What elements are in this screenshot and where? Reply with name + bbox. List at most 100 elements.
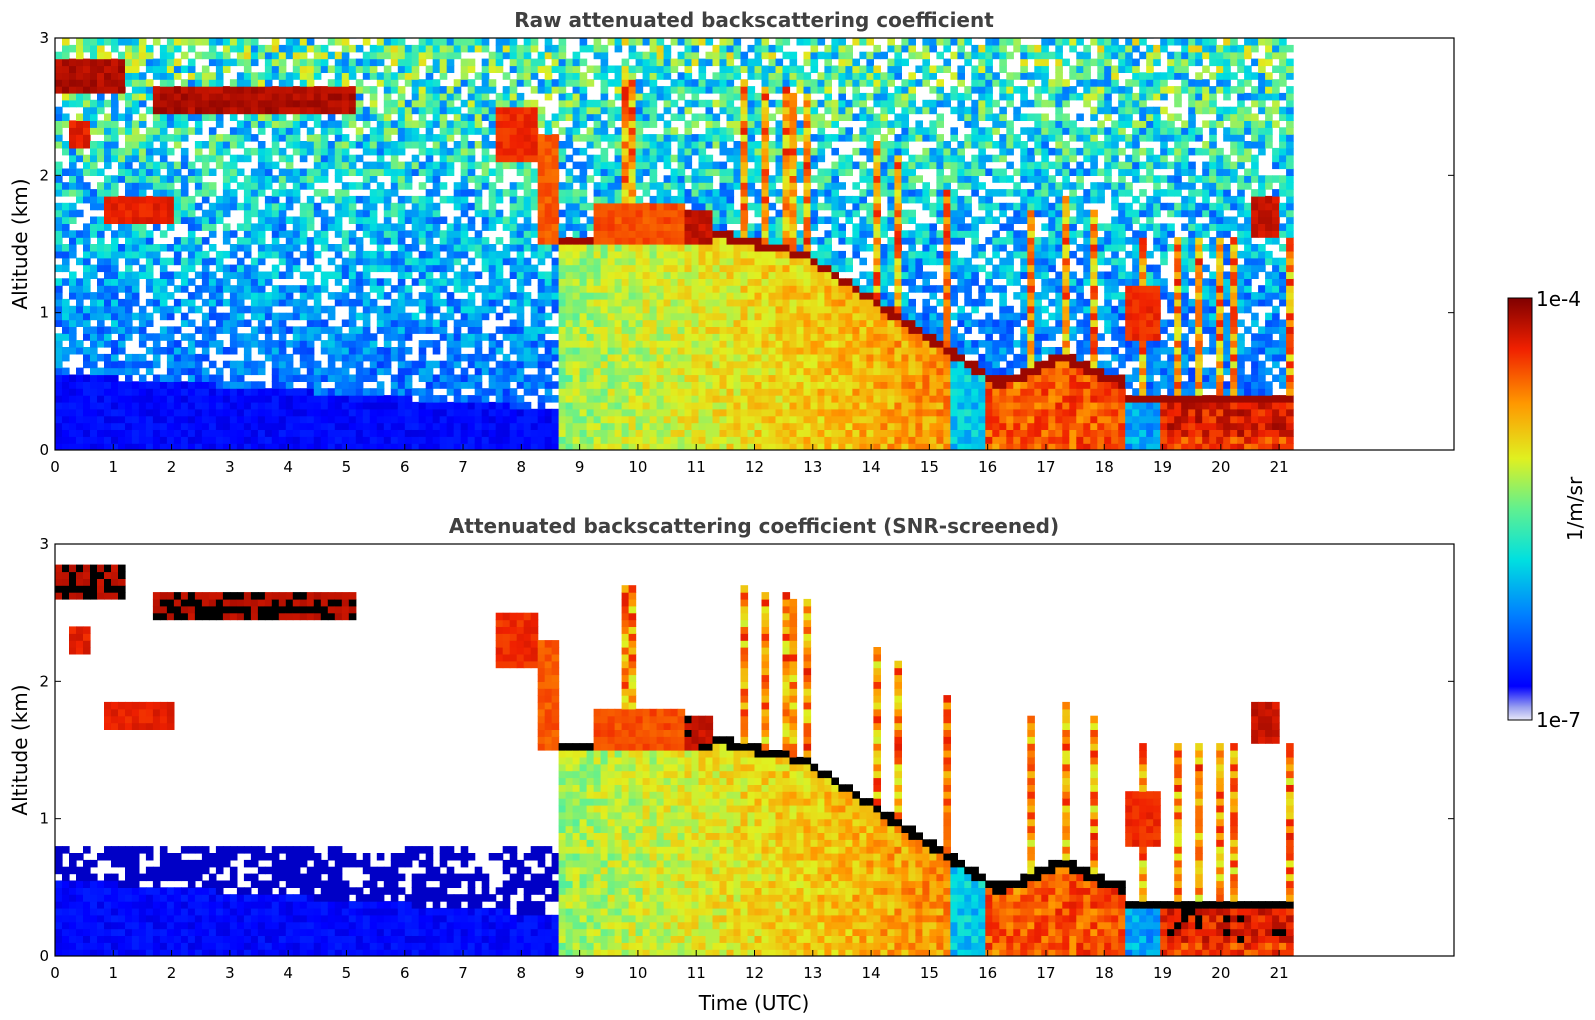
top-heatmap-cell [558,326,567,334]
top-heatmap-cell [159,113,168,121]
top-heatmap-cell [271,292,280,300]
top-heatmap-cell [558,401,567,410]
top-heatmap-cell [600,395,609,403]
top-heatmap-cell [418,271,427,279]
top-heatmap-cell [215,298,224,307]
top-heatmap-cell [509,292,518,300]
top-heatmap-cell [565,326,574,334]
top-heatmap-cell [355,326,364,334]
top-heatmap-cell [369,436,378,444]
top-heatmap-cell [215,367,224,376]
top-heatmap-cell [222,264,231,273]
top-heatmap-cell [348,415,357,424]
top-heatmap-cell [614,401,623,410]
top-heatmap-cell [684,154,693,163]
top-heatmap-cell [530,374,539,382]
top-heatmap-cell [586,347,595,355]
top-heatmap-cell [642,415,651,424]
top-heatmap-cell [677,395,686,403]
top-heatmap-cell [656,360,665,369]
top-heatmap-cell [55,189,63,197]
top-heatmap-cell [111,264,119,273]
top-heatmap-cell [145,65,154,73]
top-heatmap-cell [439,415,448,424]
top-heatmap-cell [111,429,119,437]
top-heatmap-cell [621,86,630,94]
top-heatmap-cell [565,106,574,115]
top-heatmap-cell [733,319,742,327]
top-heatmap-cell [313,154,322,163]
top-heatmap-cell [537,360,546,369]
top-heatmap-cell [292,51,301,60]
top-heatmap-cell [166,333,175,341]
top-heatmap-cell [537,340,546,348]
top-heatmap-cell [642,340,651,348]
top-heatmap-cell [411,44,420,53]
top-heatmap-cell [733,381,742,389]
top-heatmap-cell [159,395,168,403]
top-heatmap-cell [180,38,189,46]
top-heatmap-cell [726,257,735,266]
top-heatmap-cell [271,209,280,218]
top-heatmap-cell [166,292,175,300]
top-heatmap-cell [271,264,280,273]
top-heatmap-cell [243,401,252,410]
top-heatmap-cell [579,360,588,369]
top-heatmap-cell [649,353,658,362]
top-heatmap-cell [341,292,350,300]
top-heatmap-cell [740,250,749,259]
top-heatmap-cell [628,257,637,266]
top-heatmap-cell [495,312,504,321]
top-heatmap-cell [271,237,280,245]
top-heatmap-cell [369,415,378,424]
top-heatmap-cell [572,92,581,101]
top-heatmap-cell [166,175,175,183]
top-heatmap-cell [76,312,84,321]
top-heatmap-cell [125,374,133,382]
top-heatmap-cell [432,244,441,252]
top-heatmap-cell [572,312,581,321]
top-heatmap-cell [292,72,301,80]
top-heatmap-cell [376,237,385,245]
top-heatmap-cell [586,408,595,417]
top-heatmap-cell [83,44,91,53]
top-heatmap-cell [537,436,546,444]
top-heatmap-cell [271,141,280,149]
top-heatmap-cell [215,381,224,389]
top-heatmap-cell [677,278,686,286]
top-heatmap-cell [118,161,126,170]
top-heatmap-cell [509,395,518,403]
top-heatmap-cell [593,99,602,108]
top-heatmap-cell [740,319,749,327]
top-heatmap-cell [83,92,91,101]
top-heatmap-cell [726,340,735,348]
top-heatmap-cell [69,415,77,424]
top-heatmap-cell [201,264,210,273]
top-heatmap-cell [201,395,210,403]
top-heatmap-cell [418,134,427,142]
top-heatmap-cell [537,65,546,73]
top-heatmap-cell [467,244,476,252]
top-heatmap-cell [670,319,679,327]
top-heatmap-cell [243,38,252,46]
top-heatmap-cell [628,244,637,252]
top-heatmap-cell [530,408,539,417]
top-heatmap-cell [467,216,476,224]
top-heatmap-cell [719,333,728,341]
top-heatmap-cell [481,408,490,417]
top-heatmap-cell [642,429,651,437]
top-heatmap-cell [159,257,168,266]
top-heatmap-cell [390,44,399,53]
top-heatmap-cell [467,353,476,362]
top-heatmap-cell [264,340,273,348]
top-heatmap-cell [83,86,91,94]
top-heatmap-cell [145,195,154,204]
top-heatmap-cell [628,175,637,183]
top-heatmap-cell [145,202,154,211]
top-heatmap-cell [243,360,252,369]
top-heatmap-cell [565,92,574,101]
top-heatmap-cell [55,141,63,149]
top-heatmap-cell [215,257,224,266]
top-heatmap-cell [306,401,315,410]
top-heatmap-cell [194,326,203,334]
